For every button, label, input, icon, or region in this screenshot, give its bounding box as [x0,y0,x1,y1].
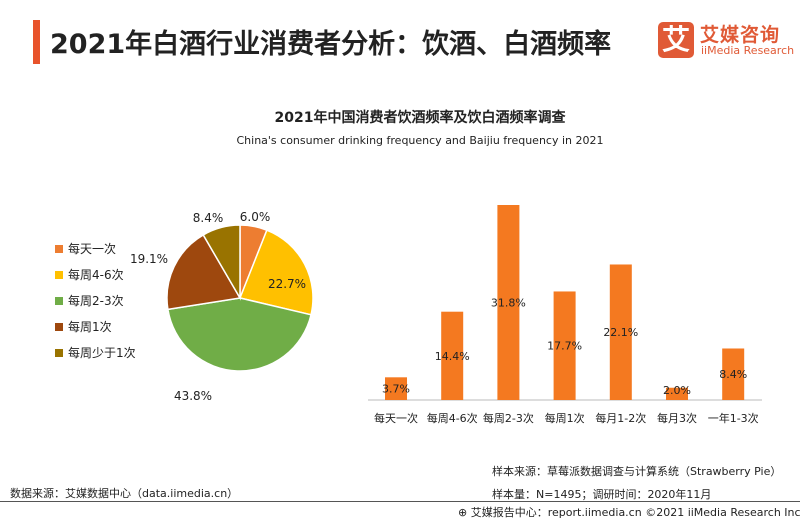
sample-source: 样本来源：草莓派数据调查与计算系统（Strawberry Pie） [492,465,782,478]
logo-text-cn: 艾媒咨询 [700,24,781,46]
bar-label-4: 22.1% [603,326,638,339]
bar-3 [553,291,576,400]
title-accent-bar [33,20,40,64]
data-source: 数据来源：艾媒数据中心（data.iimedia.cn） [10,487,239,500]
x-tick-5: 每月3次 [657,411,697,425]
legend-swatch [55,244,63,253]
report-text: 艾媒报告中心：report.iimedia.cn ©2021 iiMedia R… [470,506,800,519]
report-center: ⊕ 艾媒报告中心：report.iimedia.cn ©2021 iiMedia… [458,504,800,520]
footer-divider [0,501,800,502]
x-tick-3: 每周1次 [545,411,585,425]
pie-slice-1 [238,229,314,316]
x-tick-0: 每天一次 [374,411,418,425]
x-tick-1: 每周4-6次 [427,411,478,425]
legend-label: 每周1次 [68,320,112,334]
bar-4 [609,264,632,400]
legend-item-3: 每周1次 [55,318,112,335]
pie-slice-2 [167,297,312,372]
pie-label-0: 6.0% [240,210,271,224]
logo-icon: 艾 [658,22,694,58]
bar-label-5: 2.0% [663,384,691,397]
pie-slice-4 [202,224,241,301]
pie-slice-3 [166,233,242,311]
sample-size: 样本量：N=1495；调研时间：2020年11月 [492,488,712,501]
legend-swatch [55,296,63,305]
bar-label-1: 14.4% [435,350,470,363]
legend-item-2: 每周2-3次 [55,292,124,309]
legend-label: 每周4-6次 [68,268,124,282]
bar-1 [441,311,464,400]
pie-label-1: 22.7% [268,277,306,291]
bar-label-3: 17.7% [547,340,582,353]
legend-swatch [55,348,63,357]
legend-item-4: 每周少于1次 [55,344,136,361]
bar-label-2: 31.8% [491,297,526,310]
bar-6 [722,348,745,400]
legend-item-0: 每天一次 [55,240,116,257]
bar-label-6: 8.4% [719,368,747,381]
pie-label-4: 8.4% [193,211,224,225]
pie-label-2: 43.8% [174,389,212,403]
page-title: 2021年白酒行业消费者分析：饮酒、白酒频率 [50,29,612,60]
bar-0 [385,377,407,400]
pie-label-3: 19.1% [130,252,168,266]
bar-label-0: 3.7% [382,383,410,396]
x-tick-2: 每周2-3次 [483,411,534,425]
x-tick-4: 每月1-2次 [595,411,646,425]
x-tick-6: 一年1-3次 [708,411,759,425]
logo-text-en: iiMedia Research [701,44,795,57]
legend-item-1: 每周4-6次 [55,266,124,283]
chart-title: 2021年中国消费者饮酒频率及饮白酒频率调查 [274,110,566,126]
chart-subtitle: China's consumer drinking frequency and … [236,134,604,147]
bar-5 [666,387,688,400]
legend-label: 每天一次 [68,242,117,256]
globe-icon: ⊕ [458,506,468,519]
legend-label: 每周2-3次 [68,294,124,308]
legend-swatch [55,270,63,279]
legend-swatch [55,322,63,331]
legend-label: 每周少于1次 [68,346,136,360]
bar-2 [497,205,520,400]
